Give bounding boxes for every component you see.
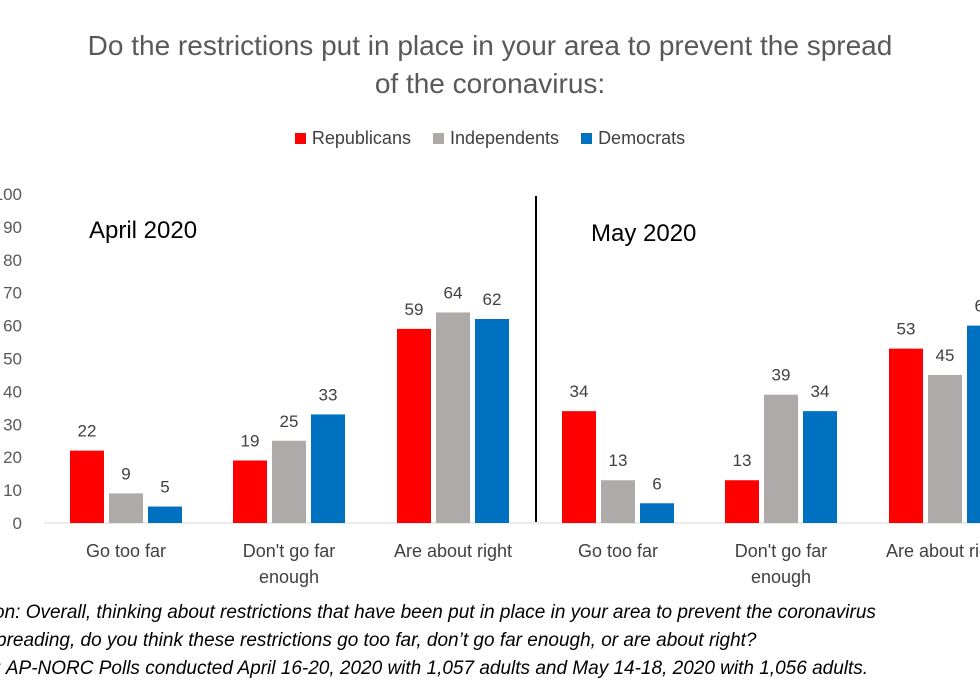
bar	[70, 450, 104, 523]
legend-label-independents: Independents	[449, 128, 560, 148]
data-label: 13	[733, 451, 752, 470]
bar	[928, 374, 962, 523]
bar	[725, 480, 759, 523]
source-note: : AP-NORC Polls conducted April 16-20, 2…	[0, 658, 869, 679]
bar	[640, 503, 674, 523]
bar	[562, 411, 596, 523]
legend-item-republicans: Republicans	[294, 128, 411, 149]
question-note-cont: preading, do you think these restriction…	[0, 630, 757, 651]
data-label: 5	[160, 478, 169, 497]
legend-swatch-republicans	[294, 133, 306, 144]
category-label: Don't go far	[243, 541, 336, 561]
y-tick-label: 60	[3, 317, 22, 336]
data-label: 59	[405, 300, 424, 319]
category-label: enough	[751, 567, 811, 587]
panel-label-april: April 2020	[89, 217, 198, 244]
y-tick-label: 0	[13, 514, 22, 533]
bar	[109, 493, 143, 523]
legend-item-independents: Independents	[432, 128, 560, 149]
category-label: Are about right	[394, 541, 512, 561]
panel-label-may: May 2020	[591, 220, 697, 247]
data-label: 33	[319, 385, 338, 404]
bar	[311, 414, 345, 523]
data-label: 39	[772, 366, 791, 385]
category-label: Are about right	[886, 541, 980, 561]
y-tick-label: 20	[3, 448, 22, 467]
question-note: on: Overall, thinking about restrictions…	[0, 602, 876, 623]
bar	[475, 319, 509, 523]
data-label: 62	[483, 290, 502, 309]
data-label: 22	[78, 422, 97, 441]
bar	[764, 394, 798, 523]
y-tick-label: 10	[3, 481, 22, 500]
category-label: Don't go far	[735, 541, 828, 561]
bar-chart: 0102030405060708090100221959341353925641…	[0, 185, 980, 587]
bar	[233, 460, 267, 523]
category-label: Go too far	[86, 541, 166, 561]
data-label: 64	[444, 283, 463, 302]
bar	[803, 411, 837, 523]
bar	[601, 480, 635, 523]
legend-label-republicans: Republicans	[311, 128, 411, 148]
y-tick-label: 40	[3, 382, 22, 401]
chart-title-line1: Do the restrictions put in place in your…	[87, 30, 893, 61]
y-tick-label: 50	[3, 350, 22, 369]
legend-swatch-independents	[432, 133, 444, 144]
data-label: 34	[570, 382, 589, 401]
data-label: 13	[609, 451, 628, 470]
bar	[889, 348, 923, 523]
bar	[436, 312, 470, 523]
y-tick-label: 30	[3, 415, 22, 434]
y-tick-label: 100	[0, 185, 22, 204]
data-label: 53	[897, 320, 916, 339]
bar	[272, 440, 306, 523]
legend-label-democrats: Democrats	[598, 128, 686, 148]
bar	[967, 325, 980, 523]
category-label: Go too far	[578, 541, 658, 561]
category-label: enough	[259, 567, 319, 587]
data-label: 9	[121, 464, 130, 483]
bar	[148, 506, 182, 523]
data-label: 60	[975, 297, 980, 316]
y-tick-label: 90	[3, 218, 22, 237]
legend-swatch-democrats	[581, 133, 593, 144]
data-label: 45	[936, 346, 955, 365]
data-label: 6	[652, 474, 661, 493]
data-label: 34	[811, 382, 830, 401]
data-label: 19	[241, 431, 260, 450]
y-tick-label: 80	[3, 251, 22, 270]
legend: Republicans Independents Democrats	[0, 128, 980, 149]
legend-item-democrats: Democrats	[581, 128, 685, 149]
data-label: 25	[280, 412, 299, 431]
chart-title-line2: of the coronavirus:	[374, 68, 606, 99]
y-tick-label: 70	[3, 284, 22, 303]
bar	[397, 328, 431, 523]
